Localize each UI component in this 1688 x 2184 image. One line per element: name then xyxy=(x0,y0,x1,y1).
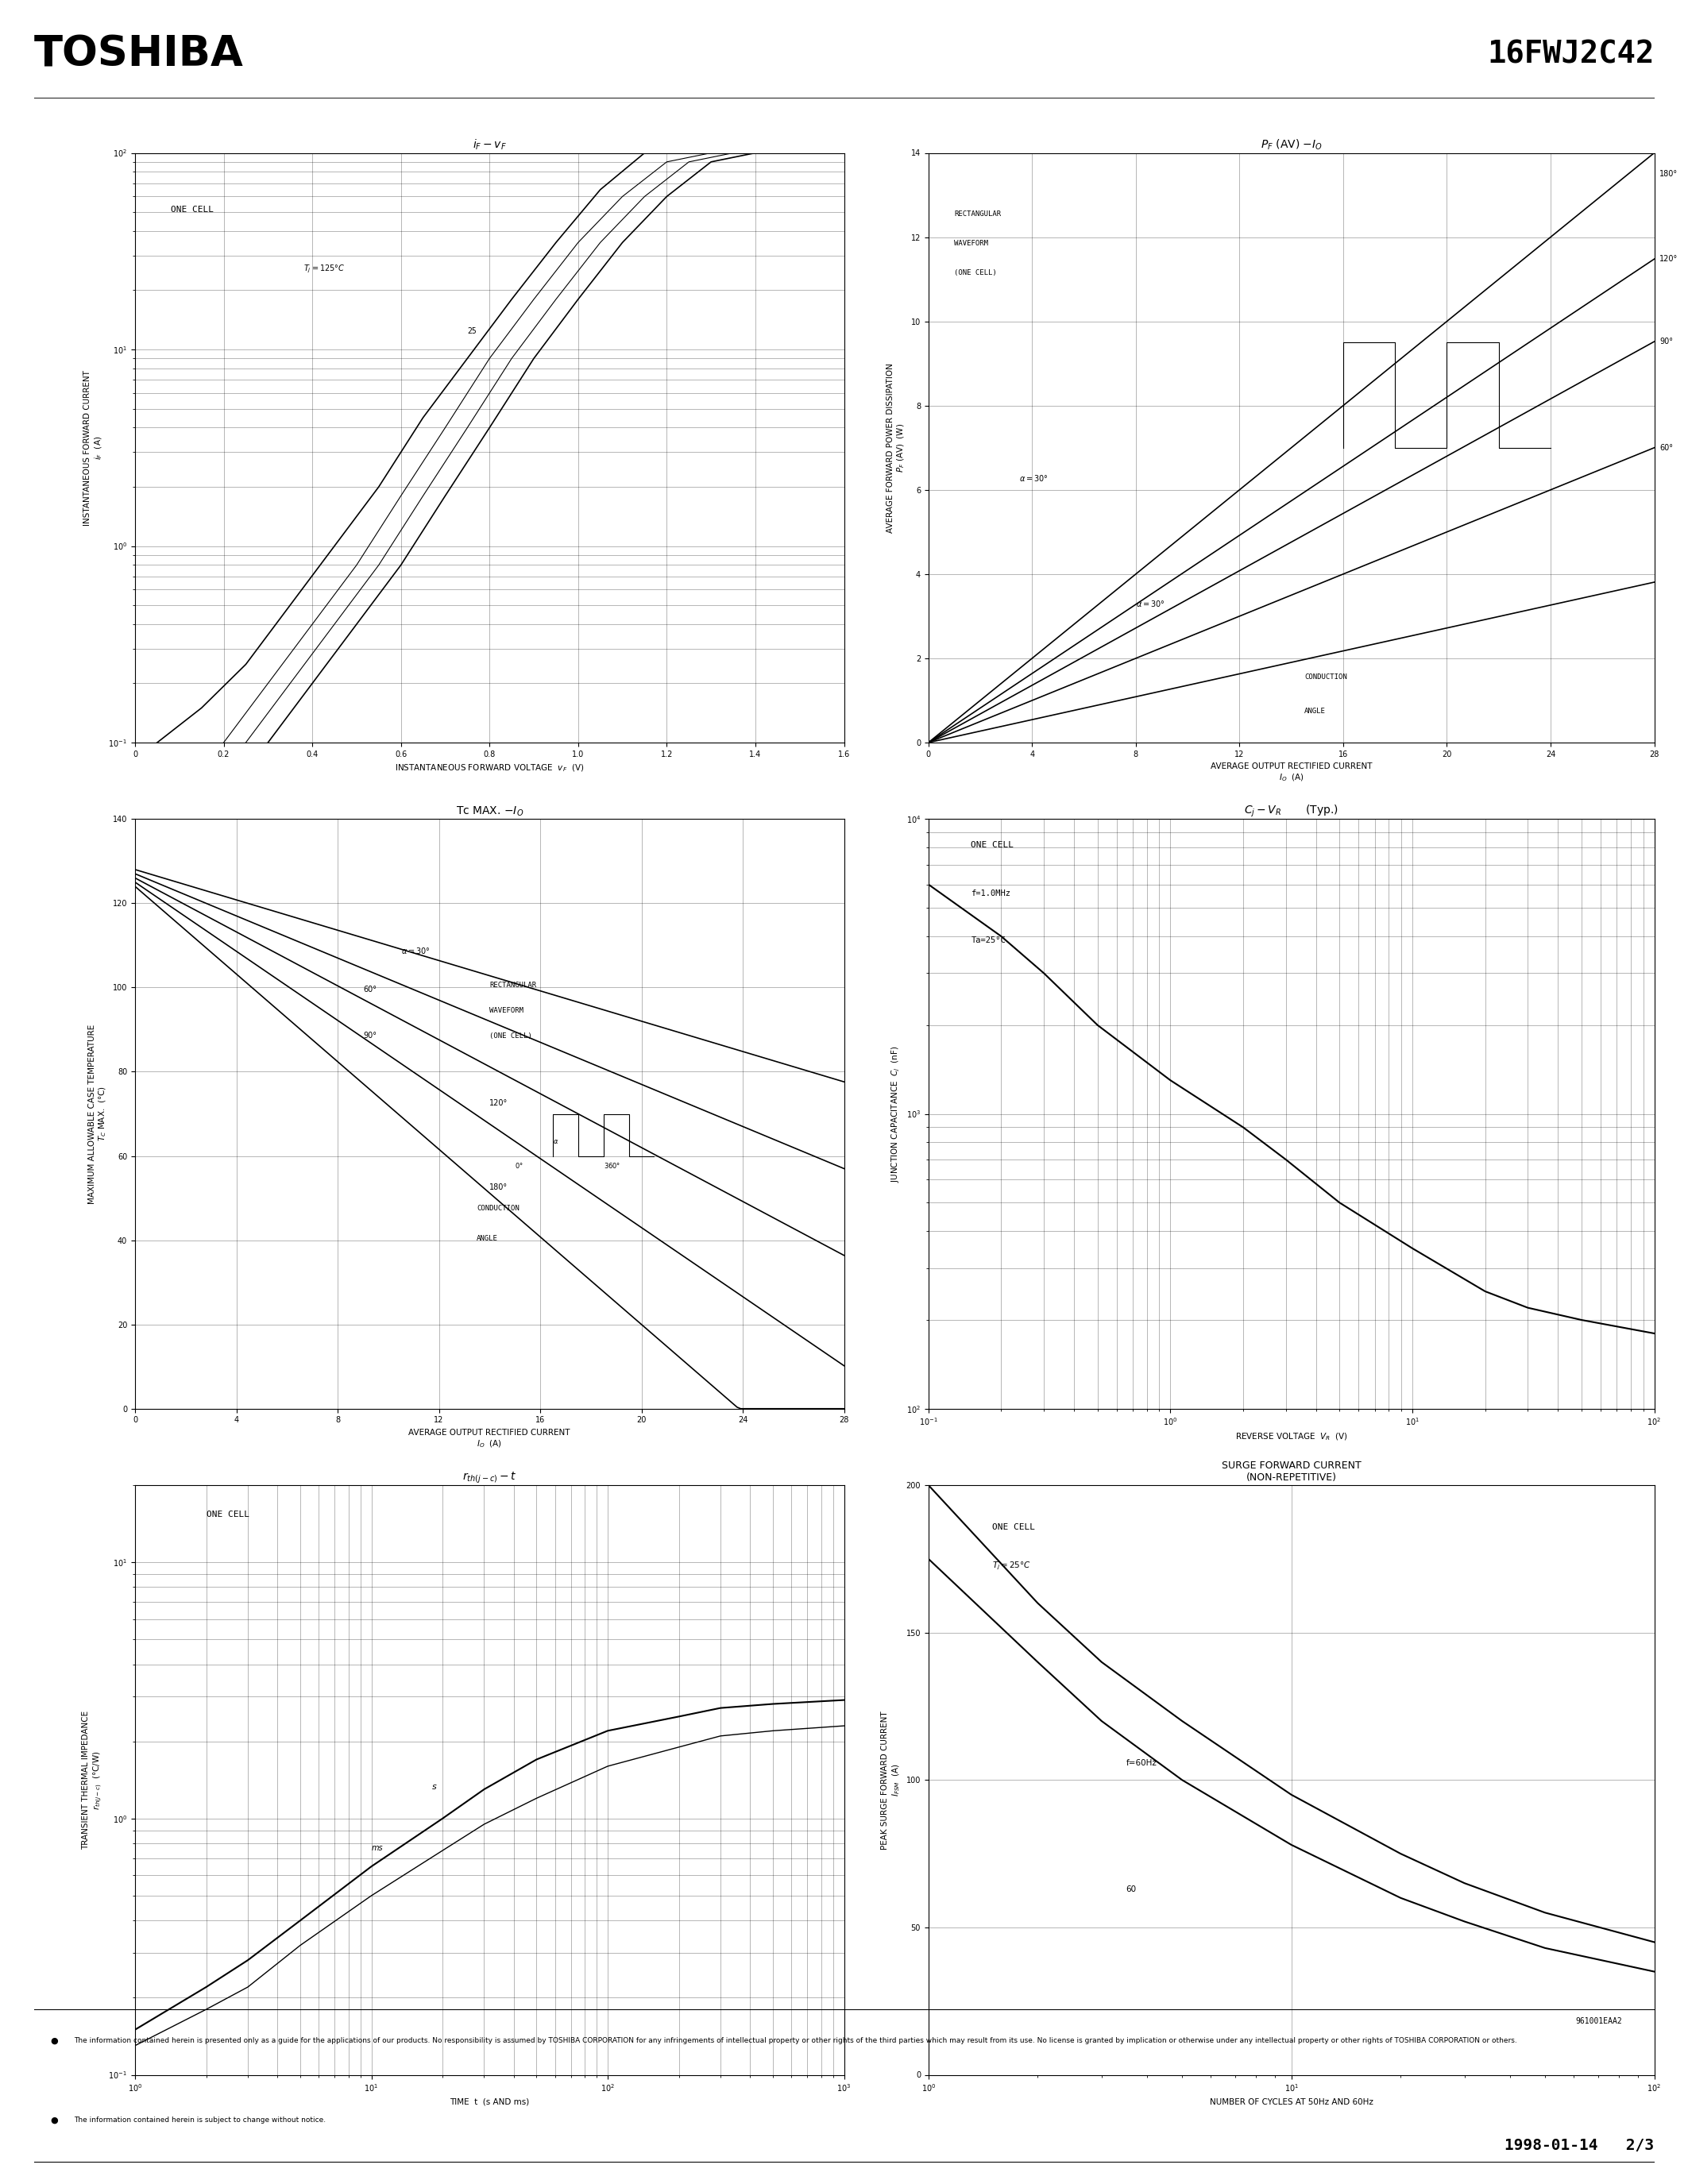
Text: f=1.0MHz: f=1.0MHz xyxy=(971,889,1011,898)
Title: $P_F$ (AV) $- I_O$: $P_F$ (AV) $- I_O$ xyxy=(1261,138,1322,153)
Text: 180°: 180° xyxy=(490,1184,508,1190)
Text: CONDUCTION: CONDUCTION xyxy=(478,1206,520,1212)
X-axis label: NUMBER OF CYCLES AT 50Hz AND 60Hz: NUMBER OF CYCLES AT 50Hz AND 60Hz xyxy=(1210,2099,1372,2105)
Text: ONE CELL: ONE CELL xyxy=(971,841,1014,850)
Y-axis label: JUNCTION CAPACITANCE  $C_j$  (nF): JUNCTION CAPACITANCE $C_j$ (nF) xyxy=(890,1046,901,1182)
X-axis label: INSTANTANEOUS FORWARD VOLTAGE  $v_F$  (V): INSTANTANEOUS FORWARD VOLTAGE $v_F$ (V) xyxy=(395,762,584,773)
Text: ●: ● xyxy=(51,2116,57,2125)
Text: ONE CELL: ONE CELL xyxy=(170,205,213,214)
Text: Ta=25°C: Ta=25°C xyxy=(971,937,1006,943)
Text: WAVEFORM: WAVEFORM xyxy=(954,240,989,247)
Text: 180°: 180° xyxy=(1659,170,1678,177)
X-axis label: AVERAGE OUTPUT RECTIFIED CURRENT
$I_O$  (A): AVERAGE OUTPUT RECTIFIED CURRENT $I_O$ (… xyxy=(408,1428,571,1448)
Y-axis label: AVERAGE FORWARD POWER DISSIPATION
$P_F$ (AV)  (W): AVERAGE FORWARD POWER DISSIPATION $P_F$ … xyxy=(886,363,906,533)
Text: $\alpha=30°$: $\alpha=30°$ xyxy=(1136,598,1165,607)
Text: The information contained herein is presented only as a guide for the applicatio: The information contained herein is pres… xyxy=(74,2038,1518,2044)
Text: 1998-01-14   2/3: 1998-01-14 2/3 xyxy=(1506,2138,1654,2153)
Text: ONE CELL: ONE CELL xyxy=(993,1522,1035,1531)
Text: 25: 25 xyxy=(468,328,476,336)
Text: $T_j=125°C$: $T_j=125°C$ xyxy=(304,264,344,275)
Title: $r_{th(j-c)} - t$: $r_{th(j-c)} - t$ xyxy=(463,1470,517,1485)
Text: f=60Hz: f=60Hz xyxy=(1126,1758,1156,1767)
Title: Tc MAX. $- I_O$: Tc MAX. $- I_O$ xyxy=(456,806,523,819)
Text: RECTANGULAR: RECTANGULAR xyxy=(490,983,537,989)
Text: 961001EAA2: 961001EAA2 xyxy=(1575,2018,1622,2025)
Text: 60°: 60° xyxy=(1659,443,1673,452)
Text: ANGLE: ANGLE xyxy=(1305,708,1325,714)
Text: ms: ms xyxy=(371,1843,383,1852)
Text: ANGLE: ANGLE xyxy=(478,1234,498,1243)
X-axis label: TIME  t  (s AND ms): TIME t (s AND ms) xyxy=(449,2099,530,2105)
Text: s: s xyxy=(432,1782,436,1791)
Y-axis label: MAXIMUM ALLOWABLE CASE TEMPERATURE
$T_C$ MAX.  (°C): MAXIMUM ALLOWABLE CASE TEMPERATURE $T_C$… xyxy=(88,1024,108,1203)
Text: ●: ● xyxy=(51,2038,57,2044)
Text: 120°: 120° xyxy=(1659,256,1678,262)
Text: 120°: 120° xyxy=(490,1099,508,1107)
Text: RECTANGULAR: RECTANGULAR xyxy=(954,210,1001,218)
Text: $\alpha$: $\alpha$ xyxy=(554,1138,559,1144)
Text: CONDUCTION: CONDUCTION xyxy=(1305,675,1347,681)
Text: (ONE CELL): (ONE CELL) xyxy=(954,269,998,277)
Text: 60: 60 xyxy=(1126,1885,1136,1894)
Title: $i_F - v_F$: $i_F - v_F$ xyxy=(473,138,506,153)
X-axis label: AVERAGE OUTPUT RECTIFIED CURRENT
$I_O$  (A): AVERAGE OUTPUT RECTIFIED CURRENT $I_O$ (… xyxy=(1210,762,1372,782)
Text: 60°: 60° xyxy=(363,985,376,994)
Y-axis label: PEAK SURGE FORWARD CURRENT
$I_{FSM}$  (A): PEAK SURGE FORWARD CURRENT $I_{FSM}$ (A) xyxy=(881,1710,901,1850)
Text: (ONE CELL): (ONE CELL) xyxy=(490,1033,532,1040)
Text: $\alpha=30°$: $\alpha=30°$ xyxy=(402,946,430,954)
X-axis label: REVERSE VOLTAGE  $V_R$  (V): REVERSE VOLTAGE $V_R$ (V) xyxy=(1236,1433,1347,1444)
Text: 90°: 90° xyxy=(1659,339,1673,345)
Text: $360°$: $360°$ xyxy=(604,1162,621,1171)
Title: SURGE FORWARD CURRENT
(NON-REPETITIVE): SURGE FORWARD CURRENT (NON-REPETITIVE) xyxy=(1222,1461,1361,1483)
Text: $0°$: $0°$ xyxy=(515,1162,523,1171)
Text: 16FWJ2C42: 16FWJ2C42 xyxy=(1487,39,1654,70)
Text: WAVEFORM: WAVEFORM xyxy=(490,1007,523,1013)
Text: ONE CELL: ONE CELL xyxy=(206,1511,250,1518)
Text: 90°: 90° xyxy=(363,1031,376,1040)
Text: TOSHIBA: TOSHIBA xyxy=(34,35,243,74)
Text: $\alpha=30°$: $\alpha=30°$ xyxy=(1020,474,1048,483)
Y-axis label: INSTANTANEOUS FORWARD CURRENT
$i_F$  (A): INSTANTANEOUS FORWARD CURRENT $i_F$ (A) xyxy=(84,369,105,526)
Text: $T_j=25°C$: $T_j=25°C$ xyxy=(993,1559,1031,1572)
Title: $C_j - V_R$       (Typ.): $C_j - V_R$ (Typ.) xyxy=(1244,804,1339,819)
Y-axis label: TRANSIENT THERMAL IMPEDANCE
$r_{th(j-c)}$  (°C/W): TRANSIENT THERMAL IMPEDANCE $r_{th(j-c)}… xyxy=(83,1710,105,1850)
Text: The information contained herein is subject to change without notice.: The information contained herein is subj… xyxy=(74,2116,326,2123)
